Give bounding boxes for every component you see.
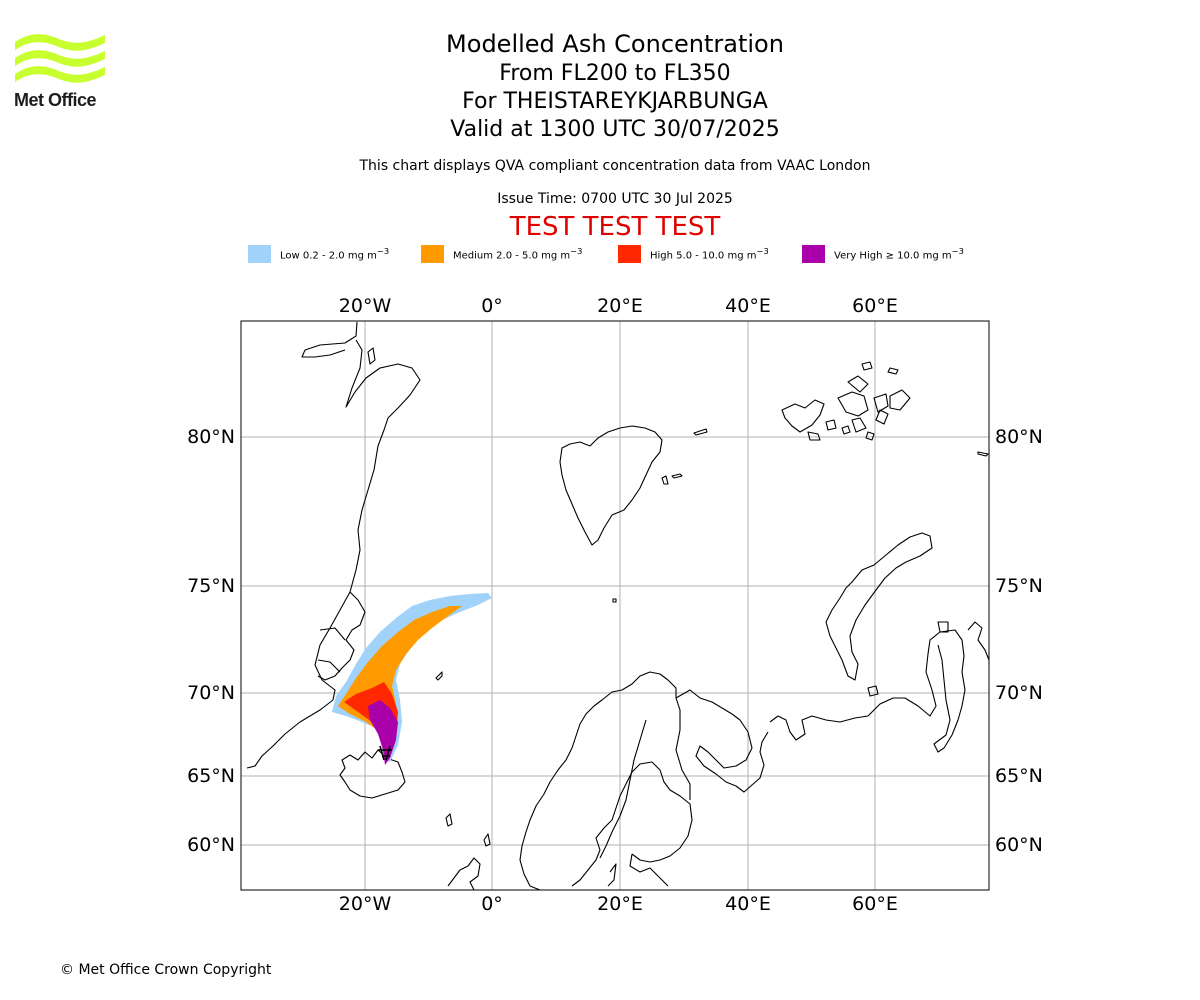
lat-label-right-65n: 65°N (995, 765, 1043, 787)
test-banner: TEST TEST TEST (509, 212, 721, 242)
lon-label-top-20e: 20°E (597, 295, 643, 317)
lon-label-top-20w: 20°W (339, 295, 392, 317)
legend-unit-medium: −3 (570, 246, 583, 257)
lon-label-top-60e: 60°E (852, 295, 898, 317)
faroe-islands (445, 813, 453, 827)
legend-item-medium: Medium 2.0 - 5.0 mg m−3 (421, 244, 582, 264)
ash-medium-region (338, 606, 462, 760)
lat-label-right-60n: 60°N (995, 834, 1043, 856)
legend-label-medium: Medium 2.0 - 5.0 mg m (453, 250, 571, 262)
legend-unit-very-high: −3 (951, 246, 964, 257)
lon-label-bottom-20w: 20°W (339, 893, 392, 915)
ash-very-high-region (368, 700, 398, 765)
legend-label-very-high: Very High ≥ 10.0 mg m (834, 250, 952, 262)
legend-unit-low: −3 (376, 246, 390, 257)
lon-labels-top: 20°W 0° 20°E 40°E 60°E (339, 295, 898, 317)
scandinavia-coast (519, 671, 693, 890)
legend-swatch-medium (421, 245, 444, 263)
volcano-marker-icon (378, 745, 392, 761)
volcano-name: For THEISTAREYKJARBUNGA (462, 89, 768, 114)
svalbard-coast (559, 425, 663, 546)
legend-unit-high: −3 (756, 246, 769, 257)
bear-island (612, 598, 617, 603)
lon-label-bottom-0: 0° (481, 893, 503, 915)
lat-labels-right: 80°N 75°N 70°N 65°N 60°N (995, 426, 1043, 856)
russia-north-coast (769, 621, 989, 753)
met-office-logo: Met Office (14, 30, 108, 114)
lat-label-right-75n: 75°N (995, 575, 1043, 597)
concentration-legend: Low 0.2 - 2.0 mg m−3 Medium 2.0 - 5.0 mg… (0, 244, 1200, 266)
legend-swatch-high (618, 245, 641, 263)
lat-label-left-70n: 70°N (187, 682, 235, 704)
lon-label-bottom-40e: 40°E (725, 893, 771, 915)
legend-swatch-very-high (802, 245, 825, 263)
met-office-wave-icon (15, 34, 105, 83)
coastlines (246, 321, 989, 890)
legend-item-high: High 5.0 - 10.0 mg m−3 (618, 244, 769, 264)
lat-label-right-70n: 70°N (995, 682, 1043, 704)
logo-text: Met Office (14, 90, 97, 110)
lat-label-right-80n: 80°N (995, 426, 1043, 448)
svalbard-island-south (661, 473, 683, 485)
legend-label-high: High 5.0 - 10.0 mg m (650, 250, 757, 262)
lon-labels-bottom: 20°W 0° 20°E 40°E 60°E (339, 893, 898, 915)
greenland-island (367, 347, 376, 365)
valid-time: Valid at 1300 UTC 30/07/2025 (450, 117, 780, 142)
lat-labels-left: 80°N 75°N 70°N 65°N 60°N (187, 426, 235, 856)
qva-disclaimer: This chart displays QVA compliant concen… (359, 158, 871, 174)
novaya-zemlya (825, 532, 933, 681)
greenland-coast (246, 321, 421, 769)
chart-title-block: Modelled Ash Concentration From FL200 to… (415, 28, 815, 144)
gulf-of-bothnia (599, 697, 691, 859)
greenland-east-fjords (317, 591, 366, 681)
issue-time: Issue Time: 0700 UTC 30 Jul 2025 (497, 191, 733, 207)
lat-label-left-75n: 75°N (187, 575, 235, 597)
legend-label-low: Low 0.2 - 2.0 mg m (280, 250, 377, 262)
legend-item-low: Low 0.2 - 2.0 mg m−3 (248, 244, 389, 264)
kola-peninsula (675, 689, 769, 793)
ash-plume (332, 593, 492, 765)
lat-label-left-65n: 65°N (187, 765, 235, 787)
shetland (483, 833, 491, 847)
lon-label-bottom-20e: 20°E (597, 893, 643, 915)
lon-label-top-0: 0° (481, 295, 503, 317)
legend-item-very-high: Very High ≥ 10.0 mg m−3 (802, 244, 964, 264)
franz-josef-land (781, 361, 989, 457)
jan-mayen (435, 671, 443, 681)
chart-title: Modelled Ash Concentration (446, 30, 784, 58)
scotland-coast (447, 857, 481, 890)
map-frame (240, 320, 990, 891)
lat-label-left-60n: 60°N (187, 834, 235, 856)
legend-swatch-low (248, 245, 271, 263)
lat-label-left-80n: 80°N (187, 426, 235, 448)
svalbard-island-east (693, 428, 708, 436)
ash-low-region (332, 593, 492, 762)
flight-level-range: From FL200 to FL350 (499, 61, 731, 86)
lon-label-bottom-60e: 60°E (852, 893, 898, 915)
iceland-coast (339, 749, 406, 799)
lon-label-top-40e: 40°E (725, 295, 771, 317)
copyright-notice: © Met Office Crown Copyright (60, 962, 272, 978)
